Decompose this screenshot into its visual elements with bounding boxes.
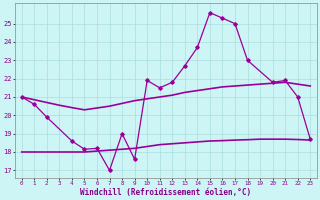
X-axis label: Windchill (Refroidissement éolien,°C): Windchill (Refroidissement éolien,°C) (80, 188, 252, 197)
